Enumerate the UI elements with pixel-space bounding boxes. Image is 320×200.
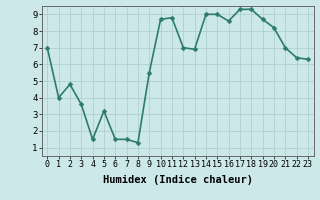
X-axis label: Humidex (Indice chaleur): Humidex (Indice chaleur): [103, 175, 252, 185]
